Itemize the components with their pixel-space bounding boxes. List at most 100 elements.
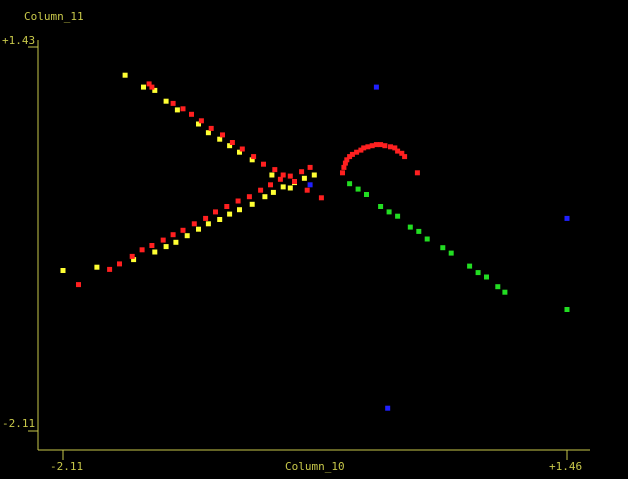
red-point-26 [191,221,197,227]
red-point-27 [203,215,209,221]
red-point-37 [307,164,313,170]
red-point-35 [287,173,293,179]
green-point-7 [416,228,422,234]
yellow-point-28 [280,184,286,190]
red-point-1 [149,84,155,90]
red-point-4 [189,111,194,117]
yellow-point-13 [60,268,66,273]
green-point-0 [347,181,353,187]
red-point-53 [392,145,398,151]
red-point-22 [149,243,155,248]
blue-point-0 [373,84,379,90]
red-point-3 [180,106,186,112]
green-point-1 [355,186,361,192]
yellow-point-21 [205,221,211,227]
red-point-19 [117,261,122,267]
x-tick-label-right: +1.46 [549,460,582,473]
red-point-48 [369,143,375,149]
red-point-11 [261,161,266,167]
yellow-point-27 [270,189,276,195]
blue-point-2 [564,215,570,221]
yellow-point-20 [196,226,201,232]
red-point-6 [208,125,214,131]
red-point-54 [395,148,401,154]
green-point-6 [407,224,413,230]
yellow-point-3 [163,98,169,104]
yellow-point-14 [94,264,100,270]
green-point-5 [395,213,401,219]
yellow-point-7 [217,136,223,142]
red-point-16 [318,195,324,201]
red-point-45 [358,147,364,153]
x-tick-label-left: -2.11 [50,460,83,473]
yellow-point-30 [301,175,307,181]
red-point-47 [365,144,371,150]
green-point-8 [424,236,430,242]
red-point-33 [268,182,273,188]
yellow-point-18 [173,239,179,245]
y-axis-title: Column_11 [24,10,84,23]
data-points [60,72,570,411]
red-point-13 [280,172,286,178]
red-point-2 [170,100,176,106]
red-point-52 [388,144,393,150]
red-point-15 [304,187,310,193]
green-point-14 [495,284,501,290]
green-point-13 [484,274,489,280]
red-point-31 [246,194,252,200]
red-point-44 [354,149,360,155]
green-point-12 [475,270,481,276]
red-point-42 [347,154,353,160]
yellow-point-1 [141,84,146,90]
y-tick-label-bottom: -2.11 [2,417,35,430]
red-point-10 [251,154,257,160]
red-point-51 [382,143,388,149]
yellow-point-6 [205,130,211,136]
yellow-point-26 [262,194,268,200]
red-point-23 [160,237,166,243]
red-point-55 [399,150,405,156]
red-point-18 [107,266,113,272]
yellow-point-31 [311,172,317,178]
red-point-0 [146,81,152,87]
yellow-point-2 [152,87,158,93]
green-point-10 [448,250,454,256]
axes [28,40,590,460]
red-point-28 [213,209,218,215]
yellow-point-11 [269,172,275,178]
red-point-43 [349,151,355,157]
x-axis-title: Column_10 [285,460,345,473]
yellow-point-9 [237,149,242,155]
red-point-38 [340,170,345,176]
red-point-14 [292,179,297,184]
red-point-50 [378,142,384,148]
green-point-15 [502,289,508,295]
red-point-30 [235,198,241,204]
red-point-21 [139,247,145,253]
red-point-32 [258,187,264,193]
red-point-40 [342,160,348,166]
red-point-39 [341,164,347,170]
yellow-point-12 [287,185,293,191]
yellow-point-19 [184,233,190,239]
red-point-29 [224,204,230,209]
green-point-2 [364,192,369,197]
green-point-16 [564,307,570,312]
red-point-36 [299,169,305,175]
red-point-5 [198,118,204,124]
y-tick-label-top: +1.43 [2,34,35,47]
yellow-point-4 [174,107,180,113]
red-point-57 [414,170,420,176]
yellow-point-8 [227,143,233,149]
yellow-point-24 [237,207,242,213]
yellow-point-0 [122,72,128,78]
green-point-11 [467,263,473,269]
red-point-9 [239,146,245,152]
blue-point-1 [307,182,313,188]
red-point-17 [76,282,81,288]
red-point-25 [180,227,186,233]
red-point-34 [277,176,283,182]
red-point-46 [361,145,367,151]
